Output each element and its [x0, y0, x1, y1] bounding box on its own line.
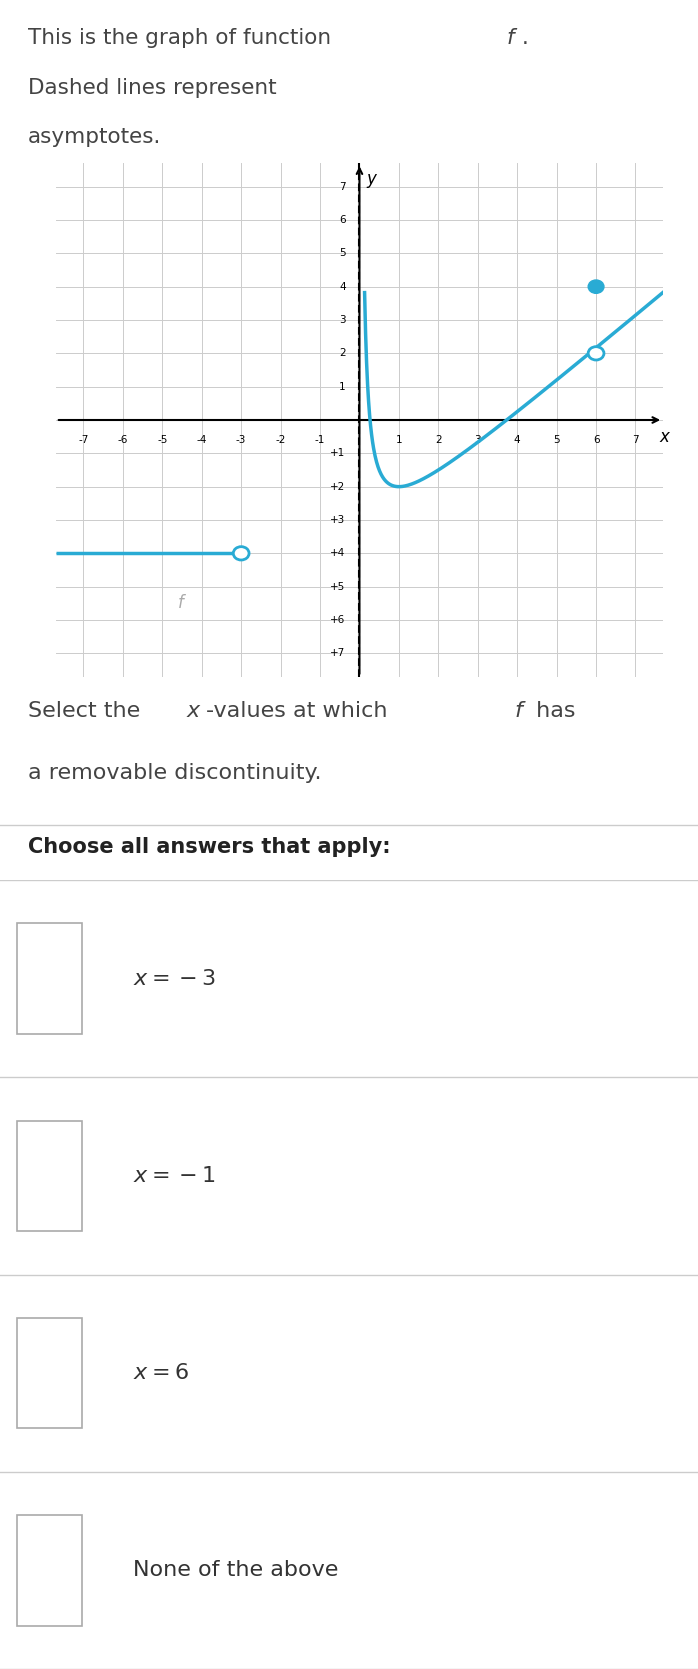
FancyBboxPatch shape	[17, 1319, 82, 1429]
Text: $x=6$: $x=6$	[133, 1364, 188, 1384]
Text: +5: +5	[330, 582, 346, 591]
Text: +2: +2	[330, 482, 346, 492]
Text: x: x	[187, 701, 200, 721]
Text: This is the graph of function: This is the graph of function	[28, 28, 338, 48]
Text: y: y	[366, 170, 376, 189]
Text: D: D	[42, 1562, 57, 1579]
Text: Dashed lines represent: Dashed lines represent	[28, 77, 276, 97]
Text: +3: +3	[330, 516, 346, 526]
Circle shape	[233, 547, 249, 561]
Text: C: C	[43, 1364, 56, 1382]
Text: f: f	[514, 701, 522, 721]
Text: 3: 3	[475, 436, 481, 446]
Text: -4: -4	[197, 436, 207, 446]
Text: 6: 6	[339, 215, 346, 225]
Text: -6: -6	[118, 436, 128, 446]
Text: -2: -2	[276, 436, 285, 446]
FancyBboxPatch shape	[17, 1515, 82, 1626]
Circle shape	[588, 347, 604, 361]
Circle shape	[588, 280, 604, 294]
Text: 4: 4	[514, 436, 521, 446]
Text: +7: +7	[330, 648, 346, 658]
Text: -7: -7	[78, 436, 89, 446]
Text: A: A	[43, 970, 57, 988]
Text: 7: 7	[632, 436, 639, 446]
Text: 2: 2	[339, 349, 346, 359]
Text: 2: 2	[435, 436, 442, 446]
Text: -1: -1	[315, 436, 325, 446]
Text: has: has	[529, 701, 576, 721]
Text: x: x	[659, 427, 669, 446]
Text: $x=-1$: $x=-1$	[133, 1167, 215, 1187]
Text: asymptotes.: asymptotes.	[28, 127, 161, 147]
Text: 5: 5	[339, 249, 346, 259]
Text: Select the: Select the	[28, 701, 147, 721]
Text: 7: 7	[339, 182, 346, 192]
Text: B: B	[43, 1167, 57, 1185]
Text: None of the above: None of the above	[133, 1561, 338, 1581]
Text: -5: -5	[157, 436, 168, 446]
Text: 1: 1	[396, 436, 402, 446]
Text: .: .	[522, 28, 529, 48]
Text: 3: 3	[339, 315, 346, 325]
Text: $f$: $f$	[177, 594, 187, 613]
Text: -values at which: -values at which	[206, 701, 394, 721]
FancyBboxPatch shape	[17, 1120, 82, 1232]
Text: 1: 1	[339, 382, 346, 392]
Text: 4: 4	[339, 282, 346, 292]
Text: +4: +4	[330, 549, 346, 559]
Text: +1: +1	[330, 449, 346, 459]
Text: f: f	[506, 28, 514, 48]
Text: -3: -3	[236, 436, 246, 446]
FancyBboxPatch shape	[17, 923, 82, 1033]
Text: 6: 6	[593, 436, 600, 446]
Text: a removable discontinuity.: a removable discontinuity.	[28, 763, 321, 783]
Text: +6: +6	[330, 614, 346, 624]
Text: 5: 5	[554, 436, 560, 446]
Text: $x=-3$: $x=-3$	[133, 968, 216, 988]
Text: Choose all answers that apply:: Choose all answers that apply:	[28, 836, 391, 856]
